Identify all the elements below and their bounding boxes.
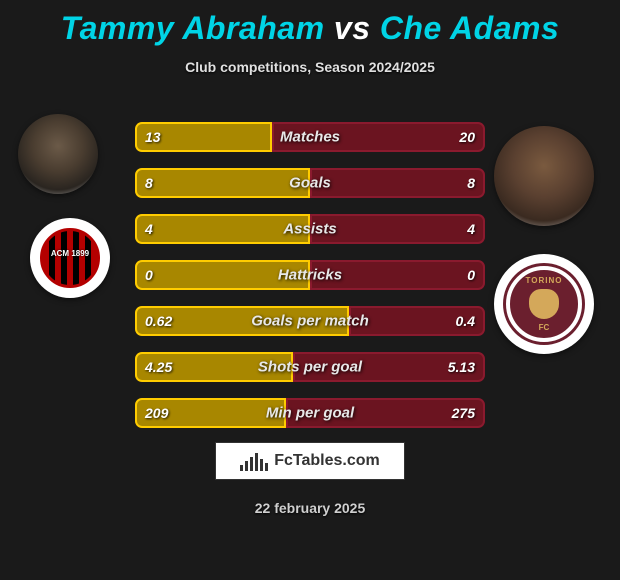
logo-bar — [255, 453, 258, 471]
subtitle: Club competitions, Season 2024/2025 — [0, 59, 620, 75]
player1-club-badge — [30, 218, 110, 298]
stat-label: Goals per match — [135, 313, 485, 330]
stat-row: 0.620.4Goals per match — [135, 306, 485, 336]
stat-row: 88Goals — [135, 168, 485, 198]
brand-logo-bars-icon — [240, 451, 268, 471]
stat-row: 44Assists — [135, 214, 485, 244]
brand-logo: FcTables.com — [215, 442, 405, 480]
player2-avatar — [494, 126, 594, 226]
logo-bar — [240, 465, 243, 471]
logo-bar — [245, 461, 248, 471]
acm-badge-icon — [40, 228, 100, 288]
stat-label: Min per goal — [135, 405, 485, 422]
stat-label: Hattricks — [135, 267, 485, 284]
footer-date: 22 february 2025 — [0, 500, 620, 516]
logo-bar — [250, 457, 253, 471]
vs-text: vs — [334, 10, 371, 46]
stat-row: 1320Matches — [135, 122, 485, 152]
player1-avatar — [18, 114, 98, 194]
stat-label: Matches — [135, 129, 485, 146]
logo-bar — [265, 463, 268, 471]
stat-label: Goals — [135, 175, 485, 192]
stat-label: Shots per goal — [135, 359, 485, 376]
player1-name: Tammy Abraham — [61, 10, 325, 46]
comparison-title: Tammy Abraham vs Che Adams — [0, 0, 620, 47]
stat-label: Assists — [135, 221, 485, 238]
logo-bar — [260, 459, 263, 471]
torino-badge-icon — [506, 266, 582, 342]
brand-name: FcTables.com — [274, 452, 380, 470]
stat-row: 4.255.13Shots per goal — [135, 352, 485, 382]
player2-club-badge — [494, 254, 594, 354]
player2-name: Che Adams — [380, 10, 559, 46]
stats-container: 1320Matches 88Goals 44Assists 00Hattricks 0.… — [135, 122, 485, 444]
stat-row: 00Hattricks — [135, 260, 485, 290]
stat-row: 209275Min per goal — [135, 398, 485, 428]
